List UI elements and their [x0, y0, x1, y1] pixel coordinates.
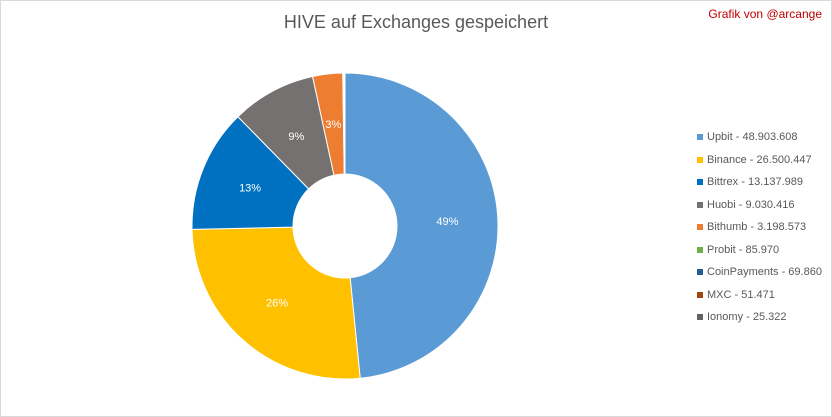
legend-item-bithumb: Bithumb - 3.198.573: [697, 216, 827, 239]
legend-label: MXC - 51.471: [707, 288, 775, 301]
chart-title: HIVE auf Exchanges gespeichert: [283, 12, 549, 32]
legend-item-mxc: MXC - 51.471: [697, 284, 827, 307]
legend-swatch: [697, 269, 703, 276]
data-labels-group: 49% 26% 13% 9% 3%: [239, 119, 459, 310]
data-label-binance: 26%: [266, 298, 288, 310]
slice-bittrex: [191, 116, 310, 230]
data-label-upbit: 49%: [436, 216, 458, 228]
slice-binance: [191, 226, 361, 380]
legend-label: Probit - 85.970: [707, 243, 780, 256]
legend-label: Bittrex - 13.137.989: [707, 176, 804, 189]
legend-label: Upbit - 48.903.608: [707, 131, 798, 144]
data-label-bithumb: 3%: [325, 119, 341, 131]
credit-label: Grafik von @arcange: [708, 7, 822, 21]
legend-swatch: [697, 314, 703, 321]
legend-item-bittrex: Bittrex - 13.137.989: [697, 171, 827, 194]
legend: Upbit - 48.903.608 Binance - 26.500.447 Bi…: [697, 126, 827, 329]
legend-swatch: [697, 156, 703, 163]
legend-label: Ionomy - 25.322: [707, 311, 787, 324]
legend-label: CoinPayments - 69.860: [707, 266, 822, 279]
legend-item-binance: Binance - 26.500.447: [697, 149, 827, 172]
legend-item-coinpayments: CoinPayments - 69.860: [697, 261, 827, 284]
slices-group: [191, 72, 499, 380]
legend-item-huobi: Huobi - 9.030.416: [697, 194, 827, 217]
legend-label: Binance - 26.500.447: [707, 153, 812, 166]
legend-label: Bithumb - 3.198.573: [707, 221, 807, 234]
legend-item-upbit: Upbit - 48.903.608: [697, 126, 827, 149]
legend-swatch: [697, 224, 703, 231]
legend-label: Huobi - 9.030.416: [707, 198, 795, 211]
legend-item-ionomy: Ionomy - 25.322: [697, 306, 827, 329]
legend-swatch: [697, 201, 703, 208]
legend-item-probit: Probit - 85.970: [697, 239, 827, 262]
legend-swatch: [697, 291, 703, 298]
data-label-bittrex: 13%: [239, 182, 261, 194]
slice-upbit: [344, 72, 499, 379]
legend-swatch: [697, 134, 703, 141]
data-label-huobi: 9%: [288, 131, 304, 143]
legend-swatch: [697, 179, 703, 186]
legend-swatch: [697, 246, 703, 253]
